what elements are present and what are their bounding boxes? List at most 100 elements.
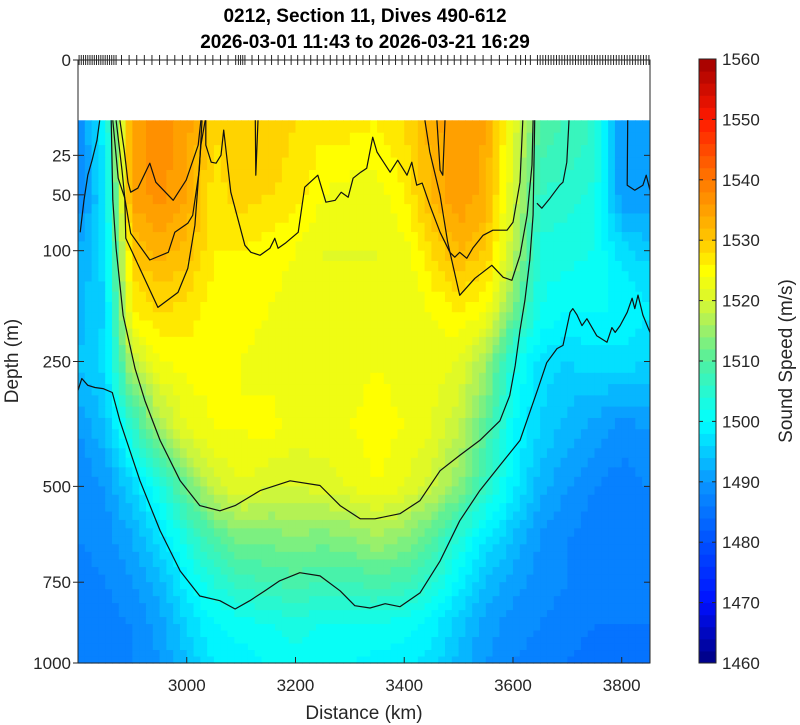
field-cell — [132, 320, 140, 330]
field-cell — [220, 617, 229, 625]
field-cell — [404, 271, 412, 283]
field-cell — [193, 511, 201, 521]
field-cell — [234, 544, 242, 553]
field-cell — [186, 328, 195, 338]
field-cell — [472, 650, 480, 658]
field-cell — [404, 372, 412, 385]
field-cell — [227, 182, 235, 196]
field-cell — [139, 361, 147, 374]
field-cell — [574, 467, 582, 478]
field-cell — [438, 145, 446, 159]
field-cell — [84, 145, 93, 159]
field-cell — [451, 320, 460, 330]
field-cell — [125, 145, 133, 159]
field-cell — [404, 650, 412, 658]
field-cell — [288, 511, 297, 521]
field-cell — [445, 494, 453, 504]
field-cell — [343, 372, 351, 385]
field-cell — [179, 145, 188, 159]
field-cell — [411, 182, 419, 196]
field-cell — [533, 494, 541, 504]
field-cell — [370, 157, 378, 171]
field-cell — [186, 157, 195, 171]
field-cell — [227, 630, 235, 638]
field-cell — [621, 503, 630, 513]
field-cell — [281, 250, 290, 262]
field-cell — [472, 353, 480, 363]
field-cell — [247, 536, 256, 545]
field-cell — [533, 353, 541, 363]
field-cell — [431, 624, 439, 632]
field-cell — [343, 222, 351, 233]
field-cell — [281, 544, 290, 553]
field-cell — [546, 204, 555, 215]
field-cell — [580, 536, 589, 545]
field-cell — [247, 395, 256, 408]
field-cell — [234, 630, 242, 638]
field-cell — [519, 494, 528, 504]
field-cell — [628, 204, 636, 215]
field-cell — [152, 291, 161, 303]
field-cell — [166, 372, 174, 385]
field-cell — [132, 260, 140, 272]
field-cell — [465, 511, 473, 521]
field-cell — [601, 582, 609, 590]
field-cell — [397, 476, 405, 487]
field-cell — [302, 650, 310, 658]
field-cell — [261, 182, 269, 196]
field-cell — [580, 494, 589, 504]
field-cell — [349, 567, 358, 576]
field-cell — [574, 384, 582, 396]
field-cell — [186, 372, 195, 385]
field-cell — [139, 476, 147, 487]
field-cell — [458, 169, 467, 184]
field-cell — [254, 260, 263, 272]
field-cell — [125, 204, 133, 215]
field-cell — [309, 372, 317, 385]
field-cell — [587, 486, 596, 496]
field-cell — [642, 213, 650, 224]
field-cell — [322, 596, 331, 604]
field-cell — [227, 536, 235, 545]
field-cell — [411, 567, 419, 576]
field-cell — [635, 650, 643, 658]
field-cell — [118, 559, 127, 568]
field-cell — [186, 345, 195, 354]
field-cell — [540, 467, 548, 478]
field-cell — [207, 336, 215, 346]
field-cell — [275, 429, 283, 440]
field-cell — [166, 336, 174, 346]
field-cell — [506, 312, 514, 322]
field-cell — [261, 650, 269, 658]
field-cell — [587, 361, 596, 374]
field-cell — [213, 120, 222, 134]
field-cell — [281, 467, 290, 478]
field-cell — [295, 596, 303, 604]
field-cell — [458, 320, 467, 330]
field-cell — [200, 395, 208, 408]
field-cell — [519, 630, 528, 638]
field-cell — [132, 630, 140, 638]
field-cell — [465, 567, 473, 576]
field-cell — [207, 345, 215, 354]
field-cell — [220, 536, 229, 545]
field-cell — [288, 528, 297, 538]
field-cell — [614, 281, 623, 293]
field-cell — [533, 596, 541, 604]
field-cell — [472, 519, 480, 529]
field-cell — [472, 448, 480, 459]
field-cell — [377, 157, 385, 171]
field-cell — [200, 361, 208, 374]
field-cell — [485, 596, 494, 604]
field-cell — [601, 544, 609, 553]
field-cell — [506, 503, 514, 513]
field-cell — [105, 372, 113, 385]
field-cell — [458, 536, 467, 545]
field-cell — [261, 241, 269, 252]
field-cell — [438, 494, 446, 504]
field-cell — [594, 312, 602, 322]
field-cell — [492, 361, 500, 374]
field-cell — [594, 559, 602, 568]
field-cell — [220, 624, 229, 632]
field-cell — [397, 582, 405, 590]
